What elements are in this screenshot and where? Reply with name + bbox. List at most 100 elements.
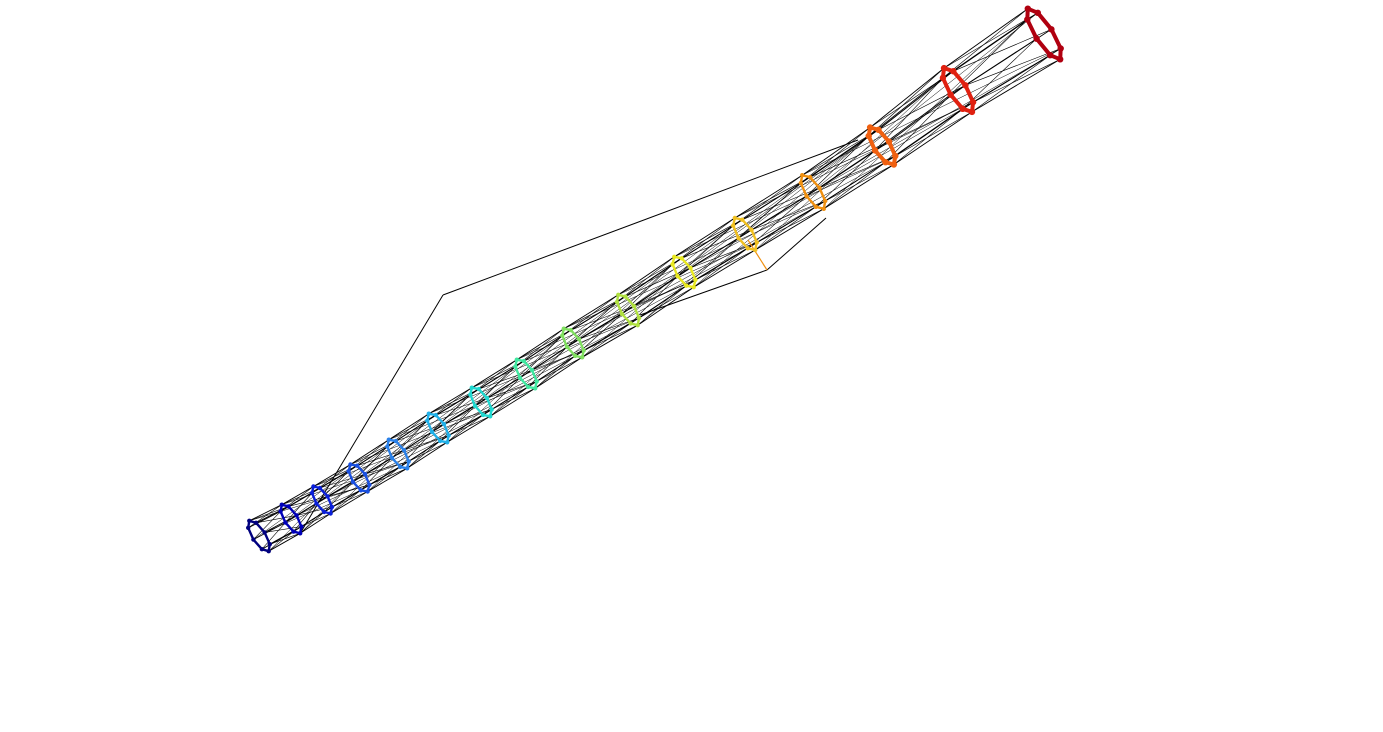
- mesh-edge: [253, 511, 281, 540]
- mesh-edge: [734, 101, 974, 219]
- mesh-edge: [825, 164, 895, 202]
- mesh-vertex: [286, 504, 291, 509]
- mesh-vertex: [821, 206, 826, 211]
- mesh-edge: [806, 12, 1038, 197]
- mesh-edge: [819, 54, 1051, 189]
- mesh-edge: [563, 294, 619, 330]
- mesh-vertex: [882, 159, 889, 166]
- mesh-edge: [360, 457, 393, 491]
- mesh-vertex: [262, 530, 267, 535]
- mesh-edge: [885, 108, 963, 163]
- mesh-vertex: [950, 68, 957, 75]
- mesh-edge: [566, 313, 623, 348]
- mesh-edge: [264, 526, 302, 533]
- mesh-vertex: [401, 447, 407, 453]
- outlier-edge: [299, 294, 444, 534]
- mesh-vertex: [246, 525, 251, 530]
- mesh-edge: [637, 285, 687, 326]
- mesh-edge: [253, 465, 358, 540]
- mesh-edge: [330, 490, 361, 514]
- mesh-edge: [582, 225, 734, 358]
- mesh-vertex: [481, 412, 486, 418]
- mesh-edge: [478, 369, 533, 390]
- mesh-vertex: [283, 520, 288, 525]
- mesh-vertex: [291, 529, 296, 534]
- mesh-vertex: [754, 240, 759, 245]
- mesh-edge: [638, 286, 694, 319]
- mesh-edge: [755, 77, 944, 251]
- mesh-edge: [395, 423, 445, 442]
- mesh-vertex: [425, 418, 430, 423]
- mesh-edge: [621, 176, 811, 315]
- mesh-vertex: [433, 412, 438, 418]
- mesh-edge: [448, 416, 491, 436]
- mesh-vertex: [947, 91, 954, 98]
- mesh-vertex: [693, 277, 698, 282]
- mesh-vertex: [468, 392, 473, 397]
- mesh-edge: [256, 515, 297, 524]
- mesh-edge: [364, 414, 484, 475]
- mesh-edge: [285, 492, 313, 523]
- mesh-vertex: [561, 326, 566, 331]
- mesh-edge: [261, 531, 294, 550]
- mesh-vertex: [688, 265, 693, 271]
- mesh-edge: [280, 486, 314, 512]
- mesh-vertex: [314, 501, 319, 506]
- mesh-edge: [531, 285, 687, 371]
- mesh-edge: [581, 324, 638, 358]
- mesh-edge: [249, 504, 282, 522]
- mesh-vertex: [807, 175, 813, 180]
- mesh-vertex: [514, 357, 519, 362]
- mesh-vertex: [691, 285, 696, 290]
- mesh-vertex: [813, 204, 819, 209]
- mesh-vertex: [623, 294, 628, 299]
- mesh-vertex: [1033, 35, 1040, 42]
- mesh-vertex: [865, 132, 872, 140]
- mesh-vertex: [309, 490, 315, 496]
- mesh-vertex: [679, 256, 684, 261]
- mesh-edge: [802, 48, 1061, 176]
- mesh-edge: [868, 67, 945, 137]
- mesh-edge: [407, 440, 441, 469]
- mesh-vertex: [753, 247, 758, 253]
- mesh-edge: [942, 8, 1028, 79]
- mesh-edge: [695, 249, 756, 281]
- mesh-vertex: [962, 82, 969, 89]
- mesh-vertex: [534, 379, 539, 384]
- mesh-vertex: [325, 494, 330, 499]
- mesh-rings: [246, 5, 1064, 554]
- mesh-edge: [801, 127, 871, 176]
- mesh-vertex: [365, 489, 370, 494]
- mesh-edge: [734, 176, 811, 219]
- mesh-vertex: [968, 108, 976, 116]
- mesh-edge: [742, 176, 811, 221]
- mesh-edge: [618, 256, 675, 296]
- mesh-edge: [868, 77, 944, 137]
- mesh-edge: [971, 58, 1061, 113]
- mesh-vertex: [1057, 56, 1064, 63]
- mesh-edge: [563, 242, 757, 329]
- mesh-vertex: [278, 509, 283, 514]
- mesh-vertex: [817, 185, 822, 191]
- mesh-vertex: [469, 385, 474, 390]
- mesh-vertex: [267, 542, 272, 547]
- mesh-vertex: [969, 98, 977, 106]
- mesh-edge: [360, 466, 401, 491]
- mesh-edge: [352, 457, 393, 483]
- mesh-edge: [471, 359, 518, 389]
- mesh-vertex: [259, 547, 265, 552]
- mesh-vertex: [317, 485, 322, 491]
- mesh-vertex: [564, 344, 570, 350]
- mesh-edge: [296, 466, 401, 516]
- mesh-vertex: [619, 311, 625, 317]
- mesh-edge: [815, 150, 876, 208]
- mesh-vertex: [311, 484, 316, 489]
- mesh-edge: [299, 513, 331, 534]
- mesh-edge: [888, 101, 974, 142]
- mesh-edge: [399, 431, 433, 468]
- mesh-edge: [751, 200, 826, 231]
- mesh-vertex: [529, 367, 535, 373]
- mesh-edge: [633, 206, 817, 307]
- mesh-vertex: [798, 180, 803, 186]
- mesh-edge: [690, 161, 886, 269]
